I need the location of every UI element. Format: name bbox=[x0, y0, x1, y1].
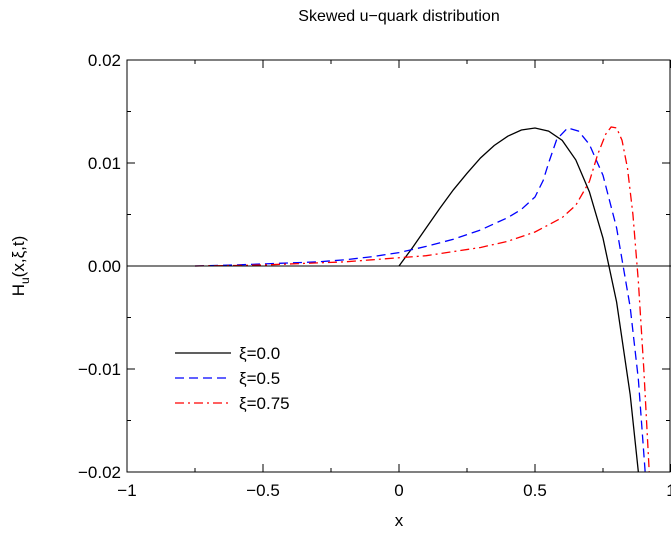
y-tick-label: −0.02 bbox=[78, 463, 121, 482]
x-axis-label: x bbox=[395, 511, 404, 530]
series-line-1 bbox=[195, 128, 645, 472]
x-tick-label: 0.5 bbox=[523, 481, 547, 500]
chart-title: Skewed u−quark distribution bbox=[298, 8, 499, 25]
y-axis-label-main: H bbox=[9, 284, 28, 296]
y-axis-label: Hu(x,ξ,t) bbox=[9, 236, 32, 297]
y-tick-label: 0.00 bbox=[88, 257, 121, 276]
y-tick-label: 0.02 bbox=[88, 51, 121, 70]
x-tick-label: 1 bbox=[666, 481, 671, 500]
series-line-2 bbox=[195, 127, 649, 472]
legend-label-0: ξ=0.0 bbox=[239, 344, 280, 363]
legend-label-2: ξ=0.75 bbox=[239, 394, 290, 413]
y-axis-label-subscript: u bbox=[18, 277, 32, 284]
x-ticks: −1 −0.5 0 0.5 1 bbox=[117, 60, 671, 500]
x-tick-label: −1 bbox=[117, 481, 136, 500]
series-line-0 bbox=[399, 128, 638, 472]
x-tick-label: 0 bbox=[394, 481, 403, 500]
plot-lines bbox=[195, 127, 649, 472]
x-tick-label: −0.5 bbox=[246, 481, 280, 500]
y-tick-label: 0.01 bbox=[88, 154, 121, 173]
y-tick-label: −0.01 bbox=[78, 360, 121, 379]
legend: ξ=0.0 ξ=0.5 ξ=0.75 bbox=[175, 344, 290, 413]
y-axis-label-args: (x,ξ,t) bbox=[9, 236, 28, 278]
legend-label-1: ξ=0.5 bbox=[239, 369, 280, 388]
